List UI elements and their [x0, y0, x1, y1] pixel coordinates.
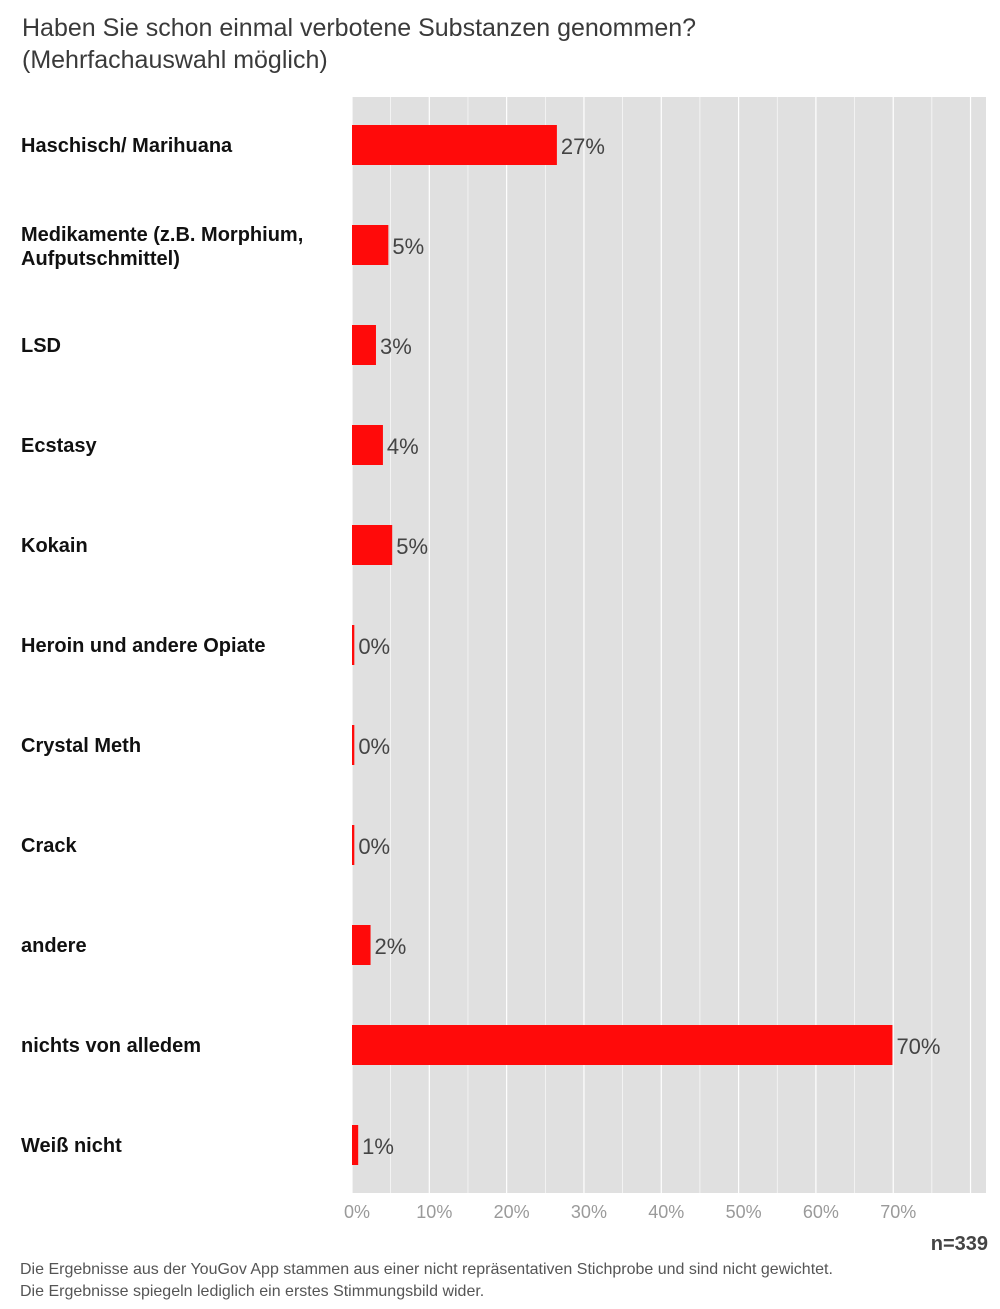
value-label: 0%: [358, 734, 390, 759]
value-label: 1%: [362, 1134, 394, 1159]
category-label: Crystal Meth: [21, 735, 141, 757]
value-label: 2%: [375, 934, 407, 959]
x-tick-label: 30%: [571, 1202, 607, 1222]
category-label: Kokain: [21, 535, 88, 557]
chart-title-line-2: (Mehrfachauswahl möglich): [22, 46, 328, 74]
value-label: 0%: [358, 634, 390, 659]
category-label: Aufputschmittel): [21, 248, 180, 270]
x-tick-label: 70%: [880, 1202, 916, 1222]
plot-background: [352, 97, 986, 1193]
category-label: Weiß nicht: [21, 1135, 122, 1157]
bar: [352, 1125, 359, 1165]
category-label: Ecstasy: [21, 435, 97, 457]
category-label: Medikamente (z.B. Morphium,: [21, 224, 303, 246]
chart-title: Haben Sie schon einmal verbotene Substan…: [22, 12, 972, 76]
value-label: 4%: [387, 434, 419, 459]
x-tick-label: 50%: [726, 1202, 762, 1222]
category-label: Haschisch/ Marihuana: [21, 135, 233, 157]
bar: [352, 1025, 893, 1065]
value-label: 3%: [380, 334, 412, 359]
footer-line-2: Die Ergebnisse spiegeln lediglich ein er…: [20, 1283, 485, 1300]
bar: [352, 925, 371, 965]
x-tick-label: 0%: [344, 1202, 370, 1222]
bar-chart: 0% 10% 20% 30% 40% 50% 60% 70% Haschisch/ Marihu…: [21, 97, 986, 1222]
sample-size: n=339: [930, 1233, 988, 1255]
chart-title-line-1: Haben Sie schon einmal verbotene Substan…: [22, 14, 697, 42]
category-label: LSD: [21, 335, 61, 357]
x-tick-label: 20%: [494, 1202, 530, 1222]
category-label: nichts von alledem: [21, 1035, 201, 1057]
x-tick-label: 40%: [648, 1202, 684, 1222]
value-label: 5%: [392, 234, 424, 259]
value-label: 0%: [358, 834, 390, 859]
bar: [352, 725, 355, 765]
bar: [352, 625, 355, 665]
category-label: Heroin und andere Opiate: [21, 635, 265, 657]
value-label: 27%: [561, 134, 605, 159]
bar: [352, 425, 383, 465]
x-tick-label: 10%: [416, 1202, 452, 1222]
bar: [352, 525, 393, 565]
bar: [352, 225, 389, 265]
value-label: 5%: [396, 534, 428, 559]
footer-note: Die Ergebnisse aus der YouGov App stamme…: [20, 1259, 980, 1303]
bar: [352, 825, 355, 865]
category-label: andere: [21, 935, 87, 957]
category-label: Crack: [21, 835, 77, 857]
value-label: 70%: [896, 1034, 940, 1059]
footer-line-1: Die Ergebnisse aus der YouGov App stamme…: [20, 1261, 833, 1278]
bar: [352, 325, 376, 365]
bar: [352, 125, 557, 165]
x-tick-label: 60%: [803, 1202, 839, 1222]
